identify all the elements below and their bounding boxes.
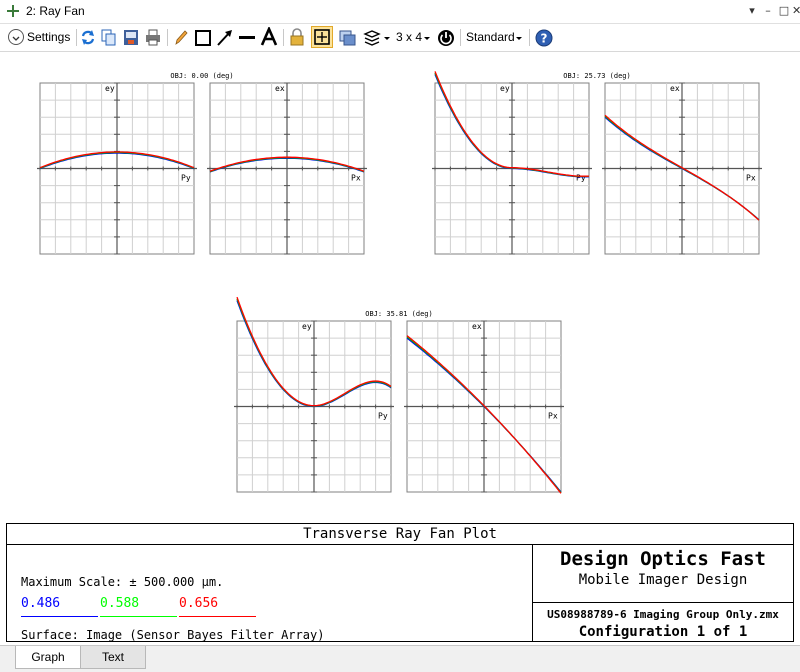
rectangle-icon[interactable]	[194, 27, 212, 48]
layers-dropdown-icon[interactable]	[363, 27, 391, 48]
ray-fan-plot: ey Py OBJ: 0.00 (deg)	[37, 72, 234, 255]
wavelength-legend: 0.486 0.588 0.656	[21, 594, 521, 618]
line-icon[interactable]	[238, 27, 256, 48]
x-axis-label: Px	[548, 412, 558, 421]
auto-apply-icon[interactable]	[437, 27, 455, 48]
ray-fan-plot: ex Px	[404, 320, 564, 494]
tab-text[interactable]: Text	[80, 646, 146, 669]
ray-fan-curve	[209, 156, 365, 172]
svg-text:?: ?	[541, 32, 548, 46]
ray-fan-curve	[39, 151, 195, 169]
ray-fan-plot: ex Px	[207, 82, 367, 255]
layout-dropdown-arrow-icon[interactable]	[423, 27, 431, 48]
y-axis-label: ex	[472, 322, 482, 331]
fit-to-window-button[interactable]	[311, 26, 333, 48]
ray-fan-plot: ey Py OBJ: 35.81 (deg)	[234, 296, 433, 493]
y-axis-label: ey	[302, 322, 312, 331]
layout-dropdown[interactable]: 3 x 4	[396, 30, 423, 44]
refresh-icon[interactable]	[80, 27, 96, 48]
minimize-icon[interactable]: –	[765, 4, 771, 17]
ray-fan-curve	[604, 114, 760, 221]
fit-to-window-icon	[314, 29, 330, 45]
toolbar-divider	[283, 29, 284, 46]
x-axis-label: Px	[351, 174, 361, 183]
info-divider	[532, 602, 793, 603]
wavelength-item: 0.486	[21, 594, 98, 617]
ray-fan-curve	[236, 296, 392, 407]
plot-info-box: Transverse Ray Fan Plot Maximum Scale: ±…	[6, 523, 794, 642]
ray-fan-curve	[406, 335, 562, 494]
settings-button[interactable]: Settings	[6, 27, 74, 48]
toolbar-divider	[460, 29, 461, 46]
tab-graph[interactable]: Graph	[15, 646, 81, 669]
style-dropdown-arrow-icon[interactable]	[515, 27, 523, 48]
wavelength-label: 0.486	[21, 596, 61, 611]
chevron-down-icon	[8, 29, 24, 45]
settings-label: Settings	[27, 30, 71, 44]
arrow-icon[interactable]	[216, 27, 234, 48]
ray-fan-app-icon	[7, 5, 19, 17]
window-title: 2: Ray Fan	[26, 4, 85, 18]
wavelength-item: 0.656	[179, 594, 256, 617]
ray-fan-curve	[434, 71, 590, 177]
x-axis-label: Py	[576, 174, 586, 183]
style-dropdown[interactable]: Standard	[466, 30, 515, 44]
field-angle-label: OBJ: 25.73 (deg)	[563, 72, 630, 80]
copy-icon[interactable]	[100, 27, 118, 48]
ray-fan-plot: ex Px	[602, 82, 762, 255]
design-name: Mobile Imager Design	[578, 572, 748, 588]
pencil-icon[interactable]	[173, 27, 189, 48]
company-name: Design Optics Fast	[560, 548, 766, 570]
x-axis-label: Py	[181, 174, 191, 183]
y-axis-label: ex	[275, 84, 285, 93]
y-axis-label: ey	[500, 84, 510, 93]
print-icon[interactable]	[144, 27, 162, 48]
y-axis-label: ex	[670, 84, 680, 93]
ray-fan-plot: ey Py OBJ: 25.73 (deg)	[432, 71, 631, 255]
maximize-icon[interactable]: □	[778, 4, 790, 17]
save-image-icon[interactable]	[122, 27, 140, 48]
clone-window-icon[interactable]	[338, 27, 356, 48]
view-tabs: Graph Text	[0, 645, 800, 672]
ray-fan-plots: ey Py OBJ: 0.00 (deg) ex Px ey Py OBJ: 25.73 (d…	[37, 71, 762, 494]
toolbar-divider	[167, 29, 168, 46]
y-axis-label: ey	[105, 84, 115, 93]
x-axis-label: Py	[378, 412, 388, 421]
help-icon[interactable]: ?	[535, 27, 553, 48]
toolbar: Settings	[0, 24, 800, 52]
surface-text: Surface: Image (Sensor Bayes Filter Arra…	[21, 628, 325, 642]
plot-title: Transverse Ray Fan Plot	[7, 524, 793, 545]
field-angle-label: OBJ: 35.81 (deg)	[365, 310, 432, 318]
text-icon[interactable]	[260, 27, 278, 48]
info-divider	[532, 544, 533, 641]
wavelength-label: 0.656	[179, 596, 219, 611]
max-scale-text: Maximum Scale: ± 500.000 µm.	[21, 575, 224, 589]
toolbar-divider	[529, 29, 530, 46]
field-angle-label: OBJ: 0.00 (deg)	[170, 72, 233, 80]
close-icon[interactable]: ✕	[792, 4, 800, 17]
x-axis-label: Px	[746, 174, 756, 183]
wavelength-item: 0.588	[100, 594, 177, 617]
wavelength-label: 0.588	[100, 596, 140, 611]
configuration-text: Configuration 1 of 1	[578, 624, 748, 640]
restore-icon[interactable]: ▾	[749, 4, 755, 17]
file-name: US08988789-6 Imaging Group Only.zmx	[547, 608, 779, 621]
toolbar-divider	[76, 29, 77, 46]
lock-icon[interactable]	[289, 27, 305, 48]
title-bar: 2: Ray Fan ▾ – □ ✕	[0, 0, 800, 24]
